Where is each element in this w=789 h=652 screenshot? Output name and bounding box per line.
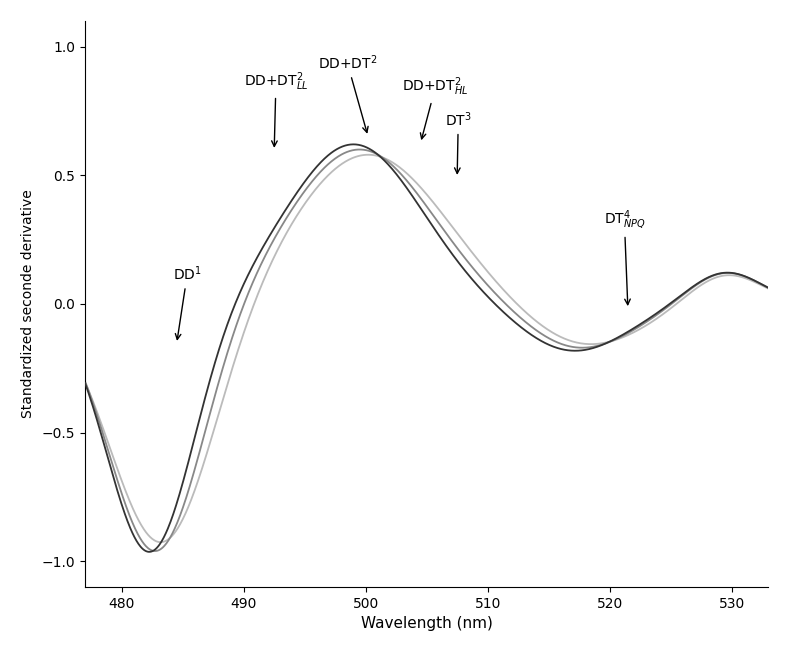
Text: DD+DT$^2_{LL}$: DD+DT$^2_{LL}$ [244, 70, 308, 147]
Text: DD$^1$: DD$^1$ [173, 265, 202, 340]
Text: DD+DT$^2_{HL}$: DD+DT$^2_{HL}$ [402, 76, 469, 139]
Text: DD+DT$^2$: DD+DT$^2$ [318, 53, 377, 132]
Y-axis label: Standardized seconde derivative: Standardized seconde derivative [21, 190, 35, 418]
Text: DT$^3$: DT$^3$ [445, 110, 472, 173]
Text: DT$^4_{NPQ}$: DT$^4_{NPQ}$ [604, 209, 645, 304]
X-axis label: Wavelength (nm): Wavelength (nm) [361, 616, 492, 631]
